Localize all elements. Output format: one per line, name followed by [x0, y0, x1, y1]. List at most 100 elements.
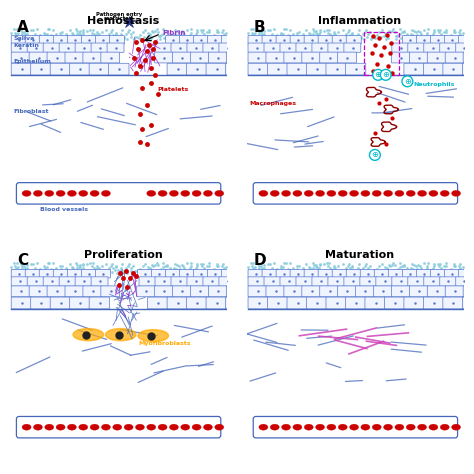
Ellipse shape: [147, 424, 156, 430]
FancyBboxPatch shape: [423, 63, 444, 75]
Text: Hemostasis: Hemostasis: [87, 17, 159, 27]
Ellipse shape: [452, 191, 461, 196]
Ellipse shape: [429, 191, 438, 196]
Ellipse shape: [429, 424, 438, 430]
FancyBboxPatch shape: [404, 297, 424, 309]
Text: Fibrin: Fibrin: [162, 29, 186, 36]
FancyBboxPatch shape: [137, 286, 155, 297]
Ellipse shape: [349, 191, 359, 196]
FancyBboxPatch shape: [262, 36, 277, 44]
Circle shape: [369, 149, 380, 160]
Ellipse shape: [440, 191, 449, 196]
FancyBboxPatch shape: [416, 36, 431, 44]
FancyBboxPatch shape: [53, 36, 68, 44]
FancyBboxPatch shape: [59, 277, 76, 286]
FancyBboxPatch shape: [392, 286, 410, 297]
FancyBboxPatch shape: [47, 52, 66, 63]
FancyBboxPatch shape: [402, 269, 418, 278]
FancyBboxPatch shape: [82, 36, 96, 44]
FancyBboxPatch shape: [392, 43, 409, 52]
FancyBboxPatch shape: [39, 269, 55, 278]
FancyBboxPatch shape: [445, 52, 464, 63]
FancyBboxPatch shape: [67, 36, 82, 44]
Ellipse shape: [138, 330, 168, 342]
FancyBboxPatch shape: [423, 297, 444, 309]
FancyBboxPatch shape: [262, 269, 277, 278]
Ellipse shape: [90, 191, 99, 196]
Text: D: D: [254, 254, 266, 268]
Ellipse shape: [73, 328, 103, 341]
FancyBboxPatch shape: [410, 286, 428, 297]
FancyBboxPatch shape: [193, 269, 209, 278]
Text: Neutrophils: Neutrophils: [414, 82, 455, 87]
FancyBboxPatch shape: [219, 277, 236, 286]
Ellipse shape: [383, 191, 392, 196]
Text: Macrophages: Macrophages: [249, 101, 296, 106]
Text: Maturation: Maturation: [325, 250, 394, 260]
Ellipse shape: [327, 424, 336, 430]
FancyBboxPatch shape: [456, 277, 473, 286]
FancyBboxPatch shape: [346, 297, 366, 309]
FancyBboxPatch shape: [307, 297, 327, 309]
FancyBboxPatch shape: [365, 297, 385, 309]
FancyBboxPatch shape: [312, 277, 329, 286]
FancyBboxPatch shape: [222, 269, 237, 278]
FancyBboxPatch shape: [302, 286, 320, 297]
FancyBboxPatch shape: [443, 63, 463, 75]
Ellipse shape: [304, 191, 313, 196]
FancyBboxPatch shape: [155, 277, 172, 286]
FancyBboxPatch shape: [11, 277, 28, 286]
FancyBboxPatch shape: [427, 52, 446, 63]
Ellipse shape: [406, 424, 415, 430]
Ellipse shape: [106, 328, 136, 341]
FancyBboxPatch shape: [91, 43, 108, 52]
FancyBboxPatch shape: [222, 36, 237, 44]
FancyBboxPatch shape: [267, 297, 288, 309]
FancyBboxPatch shape: [171, 43, 188, 52]
FancyBboxPatch shape: [248, 52, 267, 63]
Ellipse shape: [101, 424, 110, 430]
Ellipse shape: [282, 424, 291, 430]
FancyBboxPatch shape: [408, 43, 425, 52]
FancyBboxPatch shape: [70, 297, 90, 309]
Ellipse shape: [327, 191, 336, 196]
Ellipse shape: [90, 424, 99, 430]
FancyBboxPatch shape: [11, 286, 30, 297]
Ellipse shape: [22, 424, 31, 430]
FancyBboxPatch shape: [173, 286, 191, 297]
Text: Fibroblast: Fibroblast: [14, 109, 49, 114]
FancyBboxPatch shape: [187, 63, 207, 75]
Circle shape: [373, 69, 383, 80]
FancyBboxPatch shape: [337, 286, 356, 297]
FancyBboxPatch shape: [95, 36, 110, 44]
FancyBboxPatch shape: [376, 277, 393, 286]
FancyBboxPatch shape: [167, 63, 187, 75]
Ellipse shape: [259, 424, 268, 430]
FancyBboxPatch shape: [248, 43, 265, 52]
FancyBboxPatch shape: [31, 297, 51, 309]
Ellipse shape: [101, 191, 110, 196]
FancyBboxPatch shape: [388, 269, 403, 278]
FancyBboxPatch shape: [402, 36, 418, 44]
FancyBboxPatch shape: [67, 269, 82, 278]
Ellipse shape: [282, 191, 291, 196]
FancyBboxPatch shape: [266, 52, 285, 63]
Ellipse shape: [372, 424, 381, 430]
FancyBboxPatch shape: [287, 63, 307, 75]
FancyBboxPatch shape: [193, 36, 209, 44]
Ellipse shape: [215, 191, 224, 196]
FancyBboxPatch shape: [264, 43, 281, 52]
FancyBboxPatch shape: [91, 277, 108, 286]
FancyBboxPatch shape: [226, 52, 245, 63]
FancyBboxPatch shape: [287, 297, 307, 309]
FancyBboxPatch shape: [208, 269, 223, 278]
FancyBboxPatch shape: [29, 286, 48, 297]
Text: Inflammation: Inflammation: [318, 17, 401, 27]
Ellipse shape: [406, 191, 415, 196]
FancyBboxPatch shape: [137, 269, 153, 278]
FancyBboxPatch shape: [458, 269, 474, 278]
FancyBboxPatch shape: [384, 297, 405, 309]
FancyBboxPatch shape: [248, 297, 268, 309]
FancyBboxPatch shape: [302, 52, 320, 63]
FancyBboxPatch shape: [304, 36, 319, 44]
